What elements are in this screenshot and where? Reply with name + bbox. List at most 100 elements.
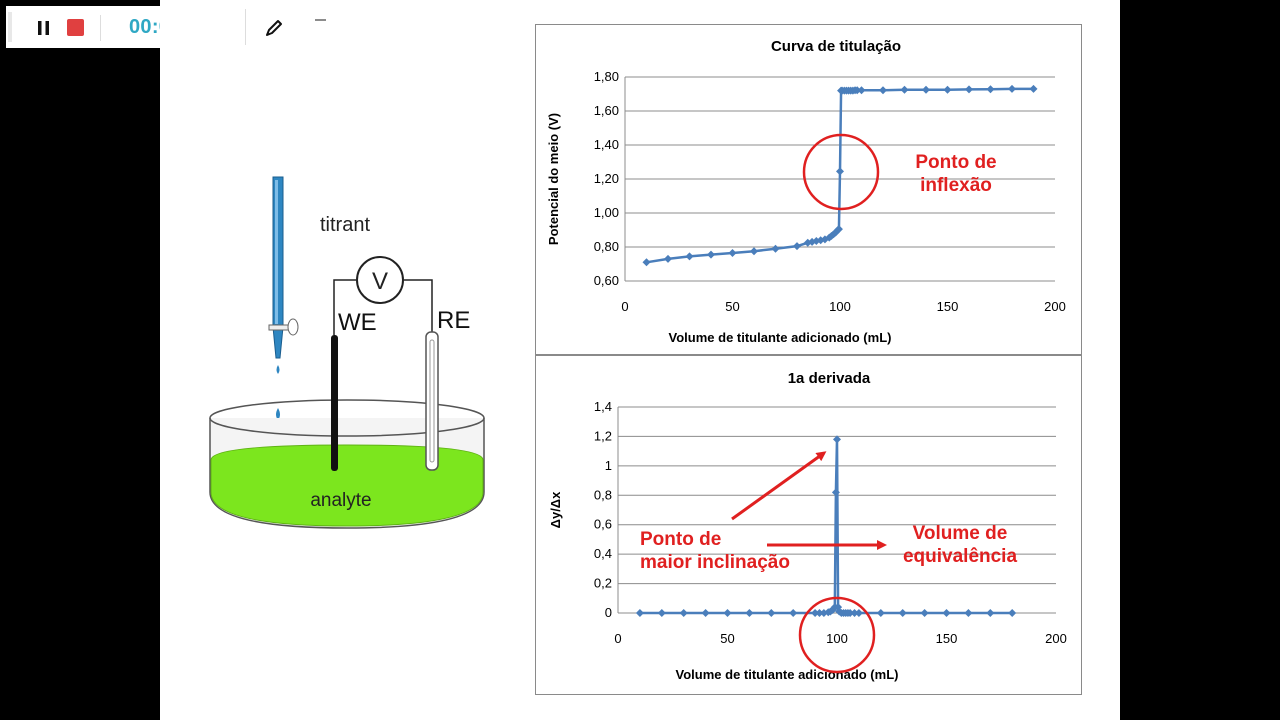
data-point: [750, 247, 758, 256]
data-point: [685, 252, 694, 261]
drop-2: [276, 408, 280, 420]
data-point: [986, 85, 995, 94]
annotation-equivalencia: Volume de equivalência: [892, 522, 1028, 568]
burette-highlight: [275, 180, 278, 324]
data-point: [771, 244, 780, 253]
wire-re: [404, 279, 433, 332]
data-point: [833, 435, 841, 444]
annotation-inflexao-line2: inflexão: [920, 175, 992, 196]
toolbar-divider: [245, 9, 246, 45]
y-axis-label: Potencial do meio (V): [546, 113, 561, 245]
y-tick-label: 0,2: [594, 576, 612, 591]
x-tick-label: 50: [725, 299, 739, 314]
burette: [268, 176, 299, 420]
y-tick-label: 1,80: [594, 69, 619, 84]
pen-icon[interactable]: [264, 18, 284, 38]
y-tick-label: 1,20: [594, 171, 619, 186]
data-point: [854, 609, 863, 617]
titration-curve-chart: Curva de titulação 0,60 0,80 1,00 1,20 1,40 1,…: [546, 38, 1066, 345]
x-tick-label: 100: [826, 631, 848, 646]
titrant-label: titrant: [320, 214, 370, 236]
x-tick-label: 200: [1044, 299, 1066, 314]
y-tick-label: 1,2: [594, 428, 612, 443]
data-point: [831, 488, 840, 497]
annotation-equivalencia-line2: equivalência: [902, 546, 1018, 567]
data-point: [816, 236, 825, 245]
y-tick-label: 1,4: [594, 399, 612, 414]
burette-tip: [272, 326, 284, 359]
x-axis-label: Volume de titulante adicionado (mL): [676, 667, 899, 682]
annotation-inflexao: Ponto de inflexão: [908, 151, 1004, 197]
y-tick-label: 1: [605, 458, 612, 473]
data-point: [723, 609, 732, 617]
beaker-rim: [209, 399, 485, 437]
y-tick-label: 1,00: [594, 205, 619, 220]
annotation-equivalencia-line1: Volume de: [912, 523, 1008, 544]
data-point: [767, 609, 776, 617]
x-tick-label: 150: [936, 631, 958, 646]
data-point: [876, 609, 885, 617]
data-point: [707, 250, 715, 259]
x-tick-label: 150: [937, 299, 959, 314]
data-point: [664, 254, 672, 263]
y-tick-label: 0: [605, 605, 612, 620]
data-point: [942, 609, 951, 617]
y-tick-label: 0,60: [594, 273, 619, 288]
data-point: [793, 242, 801, 251]
data-point: [1008, 609, 1017, 617]
minimize-icon[interactable]: [314, 18, 328, 24]
data-point: [964, 609, 973, 617]
pause-icon[interactable]: [37, 20, 51, 36]
analyte-solution: [210, 444, 484, 527]
data-point: [834, 225, 843, 234]
x-axis-label: Volume de titulante adicionado (mL): [669, 330, 892, 345]
data-point: [789, 609, 798, 617]
wire-we: [333, 279, 356, 335]
x-tick-label: 0: [621, 299, 628, 314]
data-point: [900, 85, 909, 94]
titration-diagram: titrant analyte V WE RE: [209, 176, 485, 529]
data-point: [922, 85, 930, 94]
data-point: [836, 167, 844, 176]
data-point: [1029, 84, 1038, 93]
y-tick-label: 0,6: [594, 517, 612, 532]
data-point: [745, 609, 754, 617]
y-tick-label: 0,8: [594, 487, 612, 502]
data-point: [1008, 84, 1016, 93]
data-point: [857, 86, 866, 95]
chart-title: 1a derivada: [788, 370, 871, 387]
data-point: [920, 609, 929, 617]
x-tick-label: 100: [829, 299, 851, 314]
drop-1: [276, 365, 280, 374]
we-label: WE: [338, 309, 377, 336]
analyte-label: analyte: [310, 490, 371, 511]
x-tick-label: 50: [720, 631, 734, 646]
re-label: RE: [437, 307, 470, 334]
drag-handle-icon[interactable]: [8, 12, 12, 42]
working-electrode: [331, 335, 338, 471]
chart-title: Curva de titulação: [771, 38, 901, 55]
data-point: [853, 86, 862, 95]
stop-icon[interactable]: [67, 19, 85, 37]
reference-electrode: [425, 331, 439, 471]
data-point: [986, 609, 995, 617]
data-point: [728, 248, 737, 257]
voltmeter-label: V: [372, 268, 388, 295]
data-point: [635, 609, 644, 617]
y-tick-label: 0,4: [594, 546, 612, 561]
annotation-inflexao-line1: Ponto de: [915, 152, 997, 173]
recorder-toolbar-ext: [160, 6, 350, 48]
recorder-toolbar: 00:06:52: [6, 6, 211, 48]
voltmeter-icon: [356, 256, 404, 304]
x-tick-label: 0: [614, 631, 621, 646]
data-point: [943, 85, 952, 94]
data-point: [879, 86, 887, 95]
x-tick-label: 200: [1045, 631, 1067, 646]
y-axis-label: Δy/Δx: [548, 491, 563, 529]
data-point: [701, 609, 710, 617]
beaker: [209, 399, 485, 529]
data-point: [679, 609, 688, 617]
stopcock-knob: [287, 318, 299, 336]
data-point: [898, 609, 907, 617]
data-point: [965, 85, 973, 94]
